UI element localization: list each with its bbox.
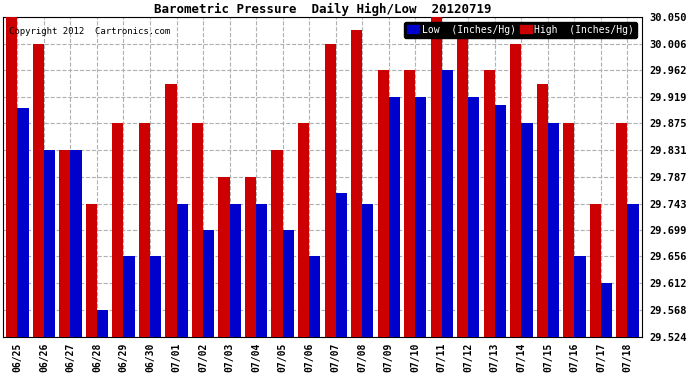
- Bar: [404, 70, 415, 337]
- Bar: [245, 177, 256, 337]
- Bar: [415, 97, 426, 337]
- Bar: [388, 97, 400, 337]
- Title: Barometric Pressure  Daily High/Low  20120719: Barometric Pressure Daily High/Low 20120…: [154, 3, 491, 16]
- Bar: [495, 105, 506, 337]
- Bar: [324, 44, 336, 337]
- Bar: [219, 177, 230, 337]
- Bar: [192, 123, 203, 337]
- Bar: [336, 193, 347, 337]
- Bar: [6, 17, 17, 337]
- Bar: [484, 70, 495, 337]
- Bar: [271, 150, 283, 337]
- Bar: [112, 123, 124, 337]
- Bar: [124, 256, 135, 337]
- Legend: Low  (Inches/Hg), High  (Inches/Hg): Low (Inches/Hg), High (Inches/Hg): [404, 22, 638, 38]
- Bar: [457, 30, 469, 337]
- Bar: [616, 123, 627, 337]
- Bar: [86, 204, 97, 337]
- Text: Copyright 2012  Cartronics.com: Copyright 2012 Cartronics.com: [9, 27, 170, 36]
- Bar: [70, 150, 81, 337]
- Bar: [431, 17, 442, 337]
- Bar: [522, 123, 533, 337]
- Bar: [150, 256, 161, 337]
- Bar: [166, 84, 177, 337]
- Bar: [17, 108, 28, 337]
- Bar: [627, 204, 639, 337]
- Bar: [32, 44, 44, 337]
- Bar: [563, 123, 575, 337]
- Bar: [230, 204, 241, 337]
- Bar: [548, 123, 559, 337]
- Bar: [377, 70, 388, 337]
- Bar: [283, 230, 294, 337]
- Bar: [601, 283, 612, 337]
- Bar: [590, 204, 601, 337]
- Bar: [97, 310, 108, 337]
- Bar: [256, 204, 267, 337]
- Bar: [351, 30, 362, 337]
- Bar: [139, 123, 150, 337]
- Bar: [177, 204, 188, 337]
- Bar: [298, 123, 309, 337]
- Bar: [442, 70, 453, 337]
- Bar: [309, 256, 320, 337]
- Bar: [510, 44, 522, 337]
- Bar: [575, 256, 586, 337]
- Bar: [469, 97, 480, 337]
- Bar: [44, 150, 55, 337]
- Bar: [362, 204, 373, 337]
- Bar: [537, 84, 548, 337]
- Bar: [59, 150, 70, 337]
- Bar: [203, 230, 214, 337]
